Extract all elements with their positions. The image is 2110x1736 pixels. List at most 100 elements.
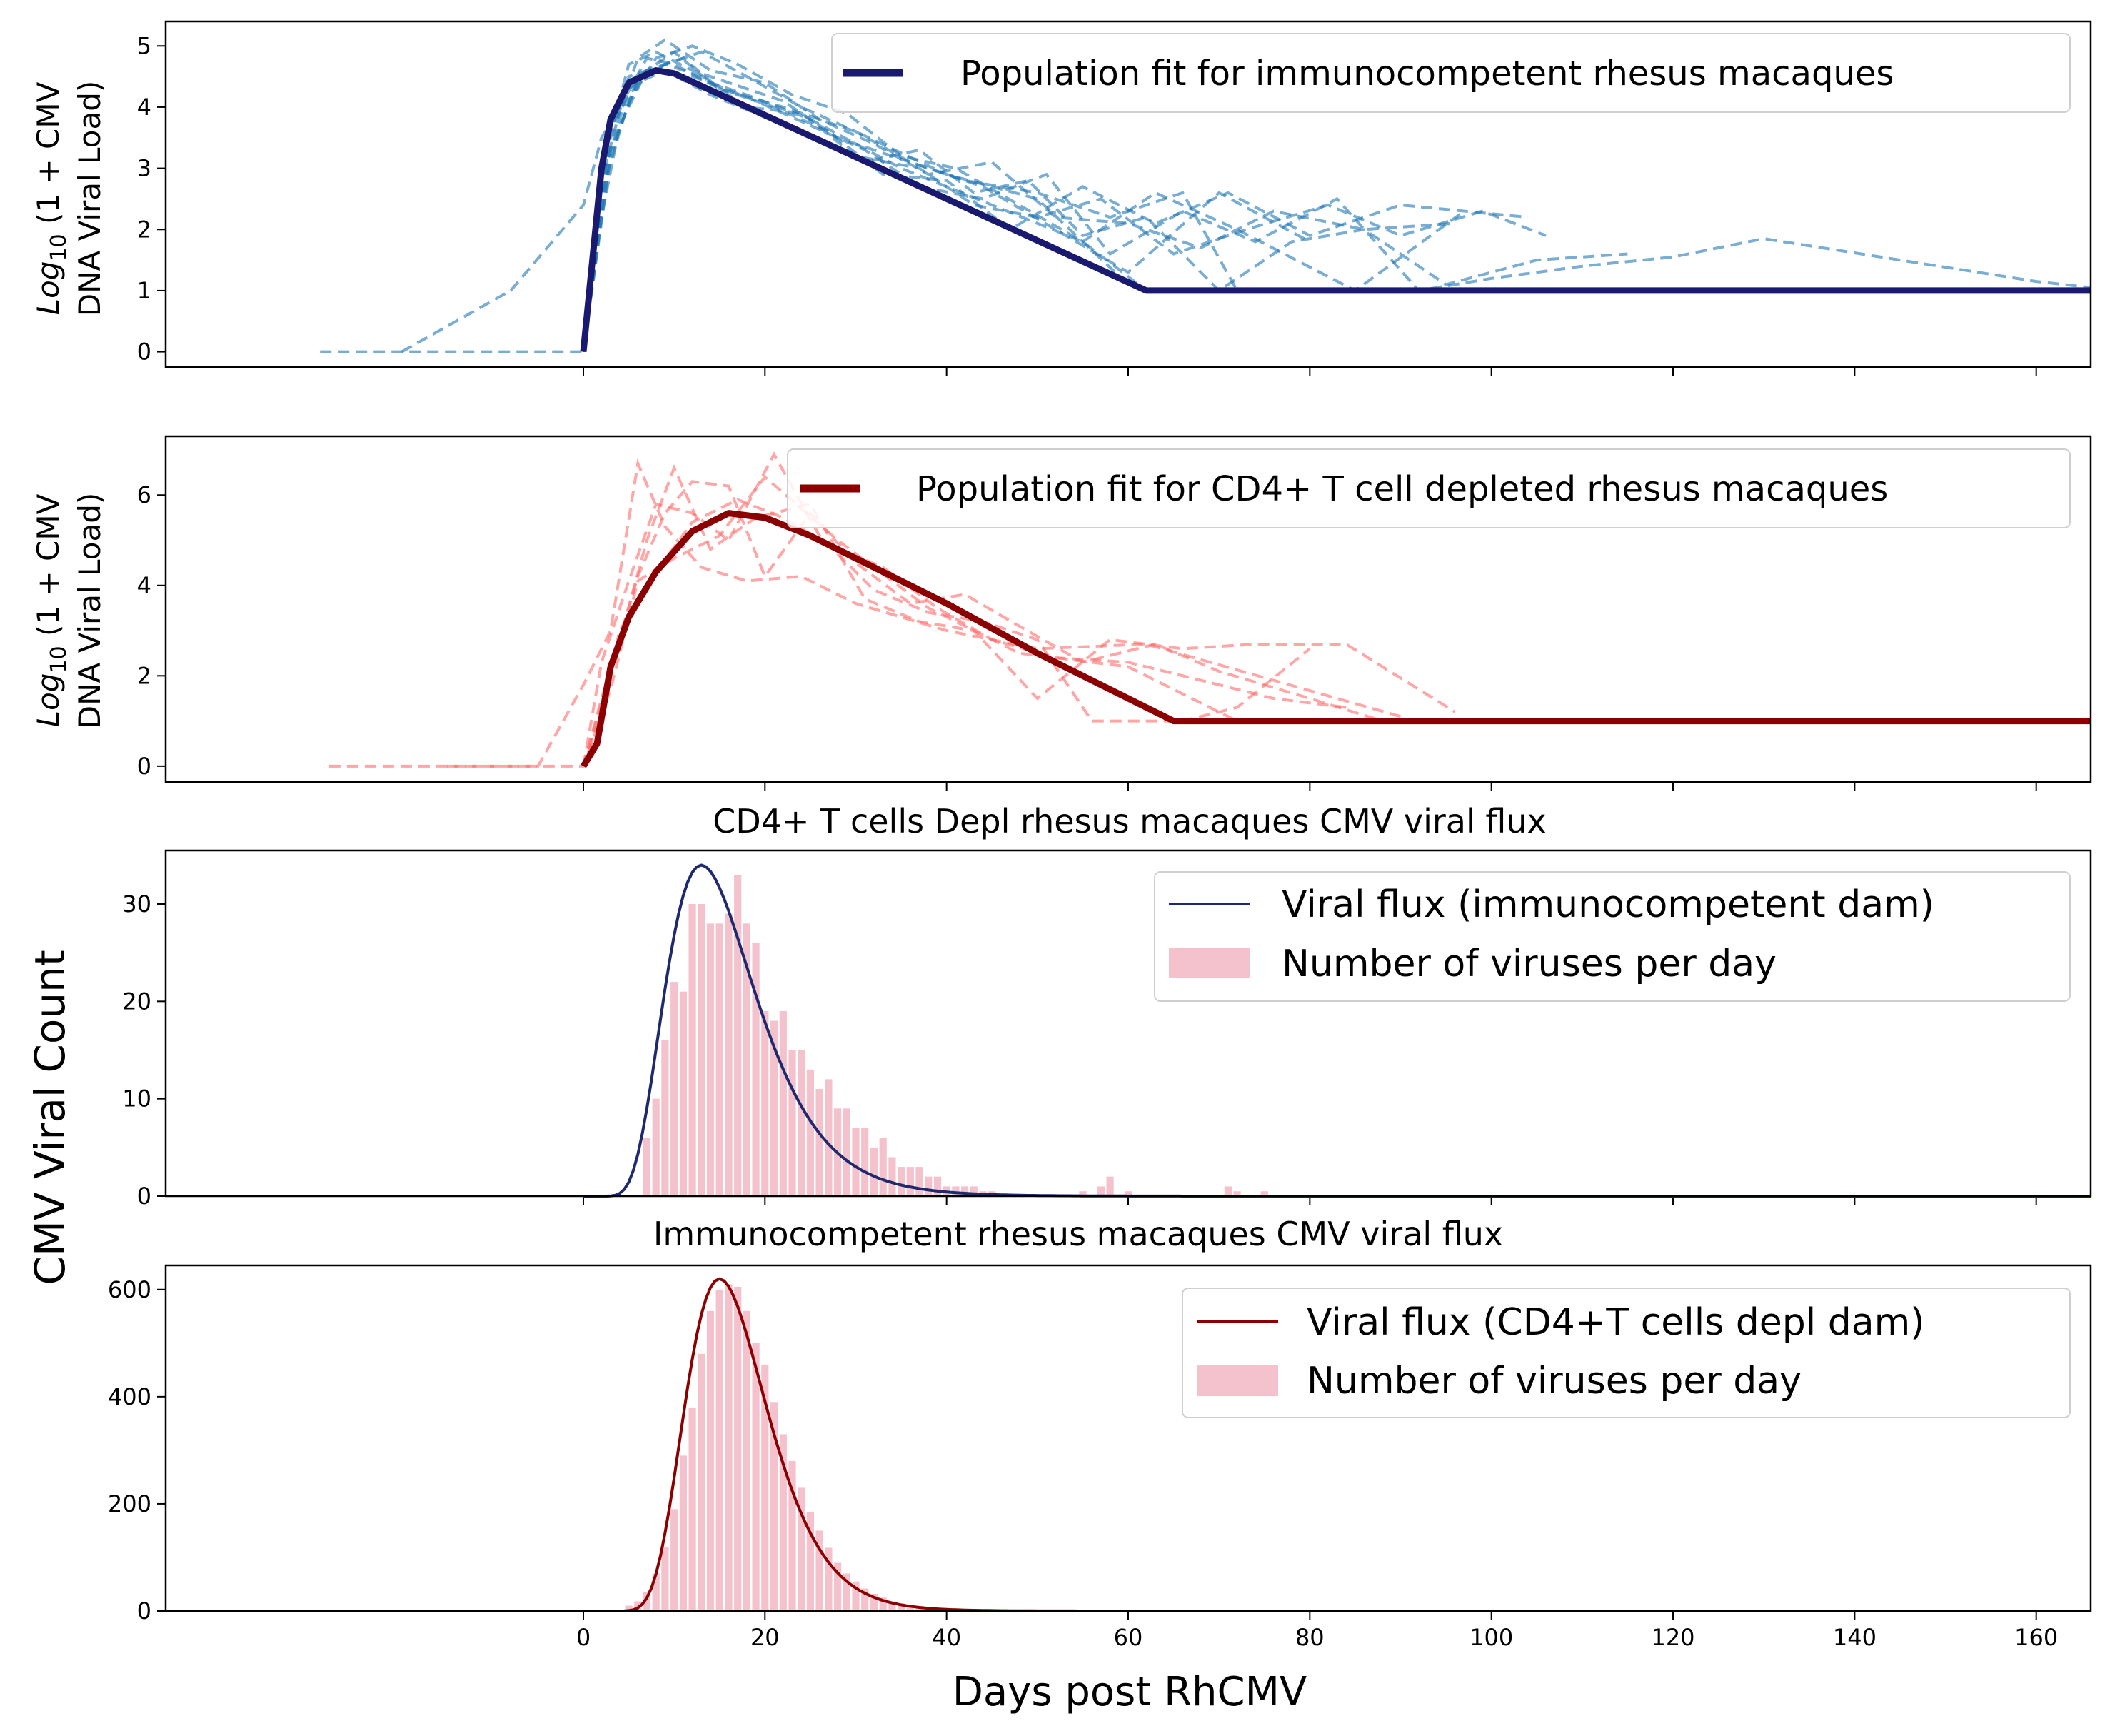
- x-tick-label: 80: [1295, 1624, 1325, 1651]
- panel-2-y-tick-labels: 0 2 4 6: [137, 481, 151, 780]
- legend-label: Population fit for CD4+ T cell depleted …: [916, 469, 1888, 509]
- x-tick-labels: 0 20 40 60 80 100 120 140 160: [576, 1624, 2058, 1651]
- histogram-bar: [898, 1167, 905, 1196]
- data-series-line: [582, 451, 1311, 767]
- histogram-bar: [906, 1605, 914, 1611]
- histogram-bar: [679, 1455, 687, 1611]
- data-series-line: [582, 50, 2091, 352]
- y-tick-label: 6: [137, 481, 151, 508]
- histogram-bar: [661, 1547, 669, 1611]
- x-tick-label: 120: [1651, 1624, 1694, 1651]
- y-tick-label: 2: [137, 216, 151, 243]
- histogram-bar: [806, 1512, 814, 1611]
- histogram-bar: [661, 1040, 669, 1196]
- panel-2-frame: [164, 435, 2092, 783]
- histogram-bar: [852, 1581, 860, 1611]
- histogram-bar: [815, 1530, 823, 1611]
- legend-bar-label: Number of viruses per day: [1307, 1360, 1802, 1403]
- histogram-bar: [852, 1128, 860, 1196]
- histogram-bar: [743, 1310, 750, 1611]
- histogram-bar: [825, 1547, 833, 1611]
- y-tick-label: 2: [137, 662, 151, 689]
- panel-4-legend: Viral flux (CD4+T cells depl dam) Number…: [1182, 1288, 2071, 1418]
- panel-3-plot: [157, 863, 2091, 1205]
- histogram-bar: [643, 1592, 651, 1611]
- y-tick-label: 0: [137, 1597, 151, 1625]
- histogram-bar: [706, 1310, 715, 1611]
- histogram-bar: [798, 1050, 805, 1196]
- histogram-bar: [715, 923, 723, 1196]
- plot-layer: [157, 38, 2091, 1620]
- data-series-line: [582, 38, 1455, 352]
- x-tick-label: 20: [750, 1624, 780, 1651]
- panel-3-frame: [164, 849, 2092, 1198]
- histogram-bar: [652, 1573, 660, 1611]
- histogram-bar: [1233, 1191, 1241, 1196]
- histogram-bar: [925, 1176, 933, 1196]
- panel-3-y-tick-labels: 0 10 20 30: [122, 890, 151, 1210]
- histogram-bar: [970, 1186, 978, 1196]
- data-series-line: [582, 44, 1465, 352]
- y-tick-label: 400: [108, 1383, 151, 1410]
- histogram-bar: [861, 1588, 869, 1611]
- panel-3-legend: Viral flux (immunocompetent dam) Number …: [1154, 871, 2071, 1002]
- x-axis-label: Days post RhCMV: [953, 1669, 1307, 1715]
- x-tick-label: 140: [1833, 1624, 1877, 1651]
- histogram-bar: [888, 1157, 896, 1196]
- histogram-bar: [1079, 1191, 1087, 1196]
- histogram-bar: [743, 923, 750, 1196]
- x-tick-label: 0: [576, 1624, 591, 1651]
- histogram-bar: [1224, 1186, 1232, 1196]
- y-tick-label: 3: [137, 155, 151, 182]
- ylabel-log-rest: (1 + CMV: [31, 493, 66, 646]
- histogram-bar: [843, 1573, 850, 1611]
- histogram-bar: [806, 1069, 814, 1196]
- histogram-bar: [670, 982, 678, 1196]
- histogram-bar: [933, 1176, 942, 1196]
- panel-4-title: Immunocompetent rhesus macaques CMV vira…: [653, 1215, 1503, 1253]
- legend-bar-label: Number of viruses per day: [1282, 943, 1777, 985]
- panel-2-y-axis-label: Log10 (1 + CMV: [31, 493, 71, 727]
- ylabel-log-subscript: 10: [46, 646, 71, 673]
- histogram-bar: [906, 1167, 914, 1196]
- panel-1-frame: [164, 20, 2092, 368]
- population-fit-line: [580, 67, 2091, 353]
- panel-2-plot: [157, 451, 2091, 791]
- y-tick-label: 0: [137, 338, 151, 366]
- histogram-bar: [752, 943, 760, 1196]
- y-tick-label: 0: [137, 1183, 151, 1210]
- histogram-bar: [870, 1147, 878, 1196]
- y-tick-label: 1: [137, 277, 151, 304]
- histogram-bar: [734, 1287, 742, 1611]
- histogram-bar: [643, 1138, 651, 1196]
- histogram-bar: [752, 1343, 760, 1611]
- histogram-bar: [1106, 1176, 1114, 1196]
- legend-bar-swatch: [1197, 1365, 1278, 1396]
- histogram-bar: [870, 1594, 878, 1611]
- y-tick-label: 10: [122, 1085, 151, 1113]
- histogram-bar: [834, 1562, 842, 1611]
- data-series-line: [447, 458, 1402, 768]
- panel-3-title: CD4+ T cells Depl rhesus macaques CMV vi…: [713, 802, 1547, 841]
- ylabel-log: Log: [31, 261, 66, 316]
- histogram-bar: [915, 1167, 923, 1196]
- histogram-bar: [761, 1011, 769, 1196]
- panel-2-legend: Population fit for CD4+ T cell depleted …: [787, 448, 2071, 528]
- histogram-bar: [879, 1597, 887, 1611]
- histogram-bar: [770, 1402, 778, 1611]
- ylabel-log: Log: [31, 673, 66, 728]
- histogram-bar: [825, 1079, 833, 1196]
- histogram-bar: [779, 1434, 787, 1611]
- histogram-bar: [679, 991, 687, 1196]
- legend-line-label: Viral flux (immunocompetent dam): [1282, 883, 1934, 926]
- histogram-bar: [898, 1603, 905, 1611]
- histogram-bar: [961, 1186, 969, 1196]
- histogram-bar: [698, 904, 705, 1196]
- x-tick-label: 60: [1114, 1624, 1143, 1651]
- data-series-line: [582, 50, 1311, 352]
- panel-1-y-axis-label: Log10 (1 + CMV: [31, 81, 71, 315]
- y-tick-label: 600: [108, 1276, 151, 1303]
- y-tick-label: 200: [108, 1490, 151, 1517]
- histogram-bar: [788, 1460, 796, 1611]
